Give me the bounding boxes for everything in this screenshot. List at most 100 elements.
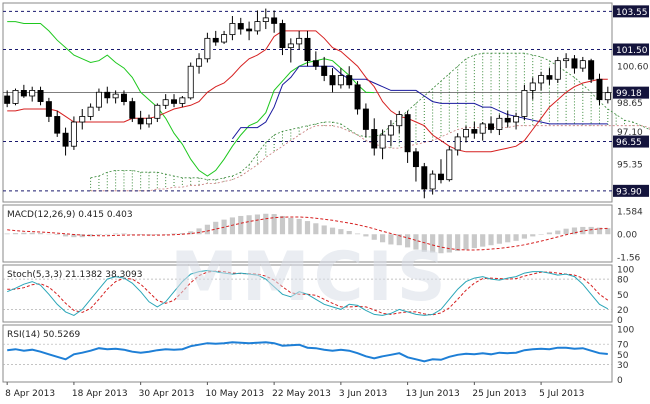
rsi-tick-label: 30 [617,361,629,371]
macd-histogram-bar [154,234,160,235]
price-label-box [613,135,649,148]
candle-body [596,78,603,101]
macd-histogram-bar [513,234,519,241]
x-tick-label: 10 May 2013 [205,389,264,399]
candle-body [454,136,461,151]
macd-histogram-bar [179,233,185,235]
macd-histogram-bar [379,234,386,243]
candle-body [179,97,186,104]
candle-body [521,90,528,117]
macd-histogram-bar [62,234,69,237]
candle-body [70,121,77,147]
rsi-tick-label: 50 [617,351,629,361]
candle-body [271,17,278,24]
rsi-tick-label: 70 [617,341,629,351]
macd-histogram-bar [238,215,244,235]
macd-histogram-bar [405,234,411,248]
candle-body [479,123,486,134]
macd-histogram-bar [596,227,603,235]
price-label-box [613,86,649,99]
macd-histogram-bar [463,234,469,250]
macd-histogram-bar [546,232,553,235]
macd-histogram-bar [430,234,436,253]
candle-body [463,129,469,138]
macd-histogram-bar [204,224,210,235]
macd-tick-label: 0.00 [617,231,637,241]
candle-body [187,65,194,99]
candle-body [62,132,69,147]
macd-histogram-bar [54,234,60,235]
candle-body [471,129,478,134]
candle-body [412,151,419,168]
stoch-tick-label: 80 [617,276,629,286]
candle-body [212,37,219,43]
macd-histogram-bar [163,234,169,235]
macd-histogram-bar [246,215,252,235]
macd-histogram-bar [563,228,569,235]
rsi-tick-label: 100 [617,326,634,336]
macd-histogram-bar [338,229,344,235]
candle-body [104,91,111,99]
macd-histogram-bar [588,226,594,235]
macd-histogram-bar [538,234,544,235]
candle-body [229,23,236,36]
candle-body [154,104,161,119]
macd-histogram-bar [138,234,144,235]
candle-body [529,82,536,91]
macd-histogram-bar [113,233,119,235]
macd-histogram-bar [496,234,502,244]
candle-body [196,58,203,67]
candle-body [37,90,44,102]
macd-histogram-bar [455,234,461,252]
macd-histogram-bar [263,213,269,235]
candle-body [538,75,545,84]
candle-body [4,95,11,104]
candle-body [554,60,561,80]
panel-frame-rsi [2,324,613,383]
candle-body [237,23,244,30]
candle-body [354,84,361,110]
candle-body [371,129,378,149]
price-label-box [613,43,649,56]
macd-histogram-bar [438,234,444,254]
price-tick-label: 95.35 [617,160,643,170]
candle-body [513,116,520,123]
price-tick-label: 101.50 [616,46,648,56]
candle-body [321,65,328,76]
candle-body [504,117,511,123]
macd-histogram-bar [388,234,394,245]
macd-histogram-bar [196,228,202,235]
macd-histogram-bar [254,214,261,235]
macd-histogram-bar [530,234,536,237]
candle-body [171,99,178,104]
rsi-line [7,341,608,363]
rsi-label: RSI(14) 50.5269 [7,330,80,340]
candle-body [246,28,253,32]
macd-histogram-bar [129,234,135,235]
candle-body [604,92,611,101]
macd-histogram-bar [171,233,177,235]
candle-body [588,60,595,80]
candle-body [346,75,353,86]
macd-histogram-bar [79,234,85,238]
candle-body [254,21,261,32]
candle-body [20,90,27,97]
candle-body [279,23,286,49]
candle-body [287,43,294,49]
macd-histogram-bar [313,223,319,235]
macd-histogram-bar [104,233,110,235]
macd-histogram-bar [480,234,486,247]
price-tick-label: 99.18 [616,89,642,99]
price-tick-label: 93.90 [616,187,642,197]
macd-histogram-bar [213,221,219,235]
stoch-tick-label: 50 [617,291,629,301]
candle-body [396,114,403,127]
macd-histogram-bar [46,233,52,235]
macd-label: MACD(12,26,9) 0.415 0.403 [7,210,133,220]
macd-histogram-bar [413,234,419,250]
macd-histogram-bar [304,221,311,235]
x-tick-label: 5 Jul 2013 [539,389,584,399]
macd-histogram-bar [505,234,511,243]
macd-tick-label: 1.584 [617,208,643,218]
